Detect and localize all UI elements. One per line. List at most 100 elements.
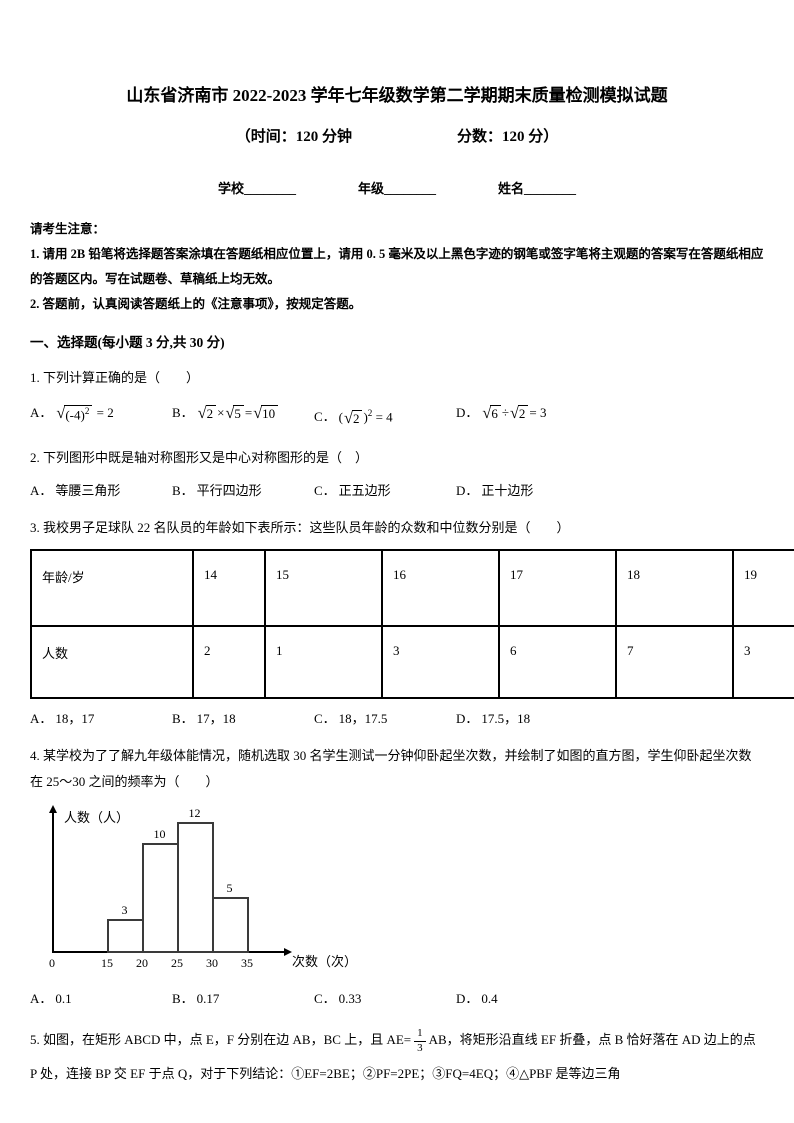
answer-option: D． 17.5，18: [456, 707, 530, 731]
answer-option: A． 0.1: [30, 987, 172, 1011]
option-text: 17.5，18: [481, 711, 531, 727]
table-cell: 6: [498, 625, 617, 700]
table-cell: 3: [381, 625, 500, 700]
option-label: C．: [314, 483, 336, 499]
option-label: B．: [172, 991, 194, 1007]
page-title: 山东省济南市 2022-2023 学年七年级数学第二学期期末质量检测模拟试题: [126, 86, 668, 105]
question-3-options: A． 18，17 B． 17，18 C． 18，17.5 D． 17.5，18: [30, 707, 764, 731]
option-text: 0.17: [196, 991, 220, 1007]
option-text: 等腰三角形: [55, 483, 121, 499]
table-row: 年龄/岁 14 15 16 17 18 19: [30, 549, 794, 628]
answer-option: A． 18，17: [30, 707, 172, 731]
option-label: D．: [456, 991, 479, 1007]
sqrt-expression: √ (-4)2: [56, 404, 93, 424]
option-text: 0.33: [338, 991, 362, 1007]
option-label: A．: [30, 404, 53, 420]
answer-option: A． 等腰三角形: [30, 479, 172, 503]
option-text: 正十边形: [481, 483, 534, 499]
sqrt-expression: √ 5: [225, 405, 244, 422]
option-label: D．: [456, 483, 479, 499]
question-4-options: A． 0.1 B． 0.17 C． 0.33 D． 0.4: [30, 987, 764, 1011]
exam-time-label: （时间：120 分钟: [235, 128, 352, 145]
option-label: B．: [172, 711, 194, 727]
histogram-bar: [142, 843, 179, 954]
option-text: 18，17: [55, 711, 95, 727]
sqrt-expression: √ 2: [344, 409, 363, 427]
x-axis-arrow-icon: [284, 948, 292, 957]
y-axis-arrow-icon: [49, 805, 57, 814]
sqrt-expression: √ 2: [198, 405, 217, 422]
exam-meta: （时间：120 分钟 分数：120 分）: [30, 125, 764, 146]
histogram-bar: [107, 918, 144, 954]
fields-row: 学校________ 年级________ 姓名________: [30, 178, 764, 197]
table-row: 人数 2 1 3 6 7 3: [30, 625, 794, 700]
bar-value-label: 10: [153, 827, 166, 842]
table-cell: 1: [264, 625, 383, 700]
y-axis-line: [52, 811, 54, 954]
table-cell: 2: [192, 625, 266, 700]
age-table-body: 年龄/岁 14 15 16 17 18 19 人数 2 1 3 6 7 3: [30, 549, 794, 700]
option-label: C．: [314, 409, 336, 425]
option-text: 平行四边形: [196, 483, 262, 499]
x-tick-label: 0: [49, 956, 55, 971]
option-label: D．: [456, 711, 479, 727]
answer-option: A． √ (-4)2 = 2: [30, 403, 114, 424]
table-cell: 人数: [30, 625, 194, 700]
sqrt-expression: √ 2: [510, 405, 529, 422]
table-cell: 15: [264, 549, 383, 628]
sqrt-expression: √ 10: [253, 405, 279, 422]
table-cell: 年龄/岁: [30, 549, 194, 628]
question-1-stem: 1. 下列计算正确的是（ ）: [30, 369, 200, 385]
notice-section: 请考生注意： 1. 请用 2B 铅笔将选择题答案涂填在答题纸相应位置上，请用 0…: [30, 217, 764, 317]
field-blank: ________: [243, 180, 296, 196]
notice-item: 2. 答题前，认真阅读答题纸上的《注意事项》，按规定答题。: [30, 296, 362, 311]
x-axis-label: 次数（次）: [292, 954, 358, 970]
table-cell: 19: [732, 549, 794, 628]
section-heading: 一、选择题(每小题 3 分,共 30 分): [30, 334, 225, 350]
x-tick-label: 15: [101, 956, 113, 971]
answer-option: C． 18，17.5: [314, 707, 456, 731]
option-label: C．: [314, 991, 336, 1007]
bar-value-label: 12: [188, 805, 201, 820]
option-label: B．: [172, 483, 194, 499]
option-text: 正五边形: [338, 483, 391, 499]
x-tick-label: 30: [206, 956, 218, 971]
age-table: 年龄/岁 14 15 16 17 18 19 人数 2 1 3 6 7 3: [30, 549, 794, 700]
option-text: 0.1: [55, 991, 72, 1007]
table-cell: 14: [192, 549, 266, 628]
option-label: A．: [30, 483, 53, 499]
answer-option: C．(√ 2)2 = 4: [314, 407, 393, 427]
notice-heading: 请考生注意：: [30, 221, 106, 236]
table-cell: 18: [615, 549, 734, 628]
question-2-stem: 2. 下列图形中既是轴对称图形又是中心对称图形的是（ ）: [30, 450, 369, 466]
exam-score-label: 分数：120 分）: [457, 128, 559, 145]
question-3-stem: 3. 我校男子足球队 22 名队员的年龄如下表所示：这些队员年龄的众数和中位数分…: [30, 520, 570, 536]
option-label: C．: [314, 711, 336, 727]
question-1-options: A． √ (-4)2 = 2 B． √ 2 × √ 5 = √ 10 C．(√ 2)2 = 4 D． √ 6 ÷ √…: [30, 397, 764, 433]
option-text: 18，17.5: [338, 711, 388, 727]
field-school: 学校________: [218, 178, 296, 197]
histogram-bar: [212, 897, 249, 954]
field-name: 姓名________: [498, 178, 576, 197]
x-tick-label: 35: [241, 956, 253, 971]
table-cell: 16: [381, 549, 500, 628]
bar-value-label: 3: [121, 902, 128, 917]
question-5-stem: 5. 如图，在矩形 ABCD 中，点 E，F 分别在边 AB，BC 上，且 AE…: [30, 1027, 756, 1082]
option-label: D．: [456, 404, 479, 420]
question-2-options: A． 等腰三角形 B． 平行四边形 C． 正五边形 D． 正十边形: [30, 479, 764, 503]
option-text: 17，18: [196, 711, 236, 727]
table-cell: 7: [615, 625, 734, 700]
field-blank: ________: [524, 180, 577, 196]
answer-option: B． 0.17: [172, 987, 314, 1011]
table-cell: 3: [732, 625, 794, 700]
histogram-bar: [177, 821, 214, 954]
answer-option: C． 0.33: [314, 987, 456, 1011]
option-text: 0.4: [481, 991, 498, 1007]
bar-value-label: 5: [226, 881, 233, 896]
field-grade: 年级________: [358, 178, 436, 197]
option-label: B．: [172, 404, 194, 420]
table-cell: 17: [498, 549, 617, 628]
x-tick-label: 20: [136, 956, 148, 971]
